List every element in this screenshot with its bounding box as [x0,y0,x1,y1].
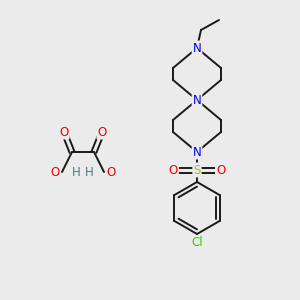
Text: N: N [193,41,201,55]
Text: N: N [193,94,201,106]
Text: O: O [216,164,225,176]
Text: O: O [51,166,60,178]
Text: H: H [85,166,94,178]
Text: Cl: Cl [191,236,203,250]
Text: O: O [59,125,69,139]
Text: O: O [98,125,106,139]
Text: O: O [169,164,178,176]
Text: H: H [72,166,81,178]
Text: O: O [106,166,115,178]
Text: N: N [193,146,201,158]
Text: S: S [193,164,201,176]
